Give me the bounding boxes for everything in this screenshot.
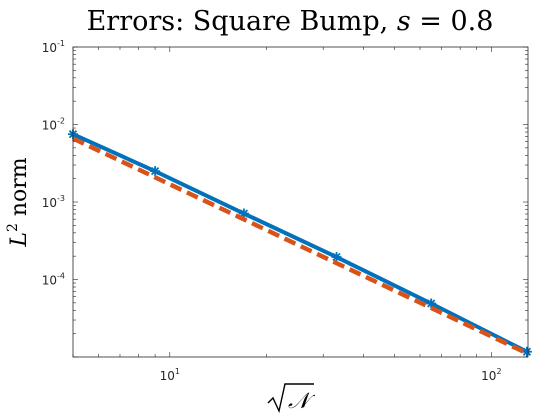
x-tick-label: 101 [160, 367, 180, 383]
y-tick-label: 10-1 [42, 39, 65, 55]
data-point [331, 252, 342, 263]
y-tick-label: 10-2 [42, 117, 65, 133]
plot-frame [72, 46, 529, 358]
y-axis-label: L2 norm [5, 157, 32, 247]
data-point [150, 166, 161, 177]
y-tick-label: 10-3 [42, 194, 65, 210]
data-point [521, 346, 532, 357]
y-tick-label: 10-4 [42, 272, 65, 288]
svg-text:𝒩: 𝒩 [288, 389, 316, 414]
data-point [426, 298, 437, 309]
plot-area [73, 47, 528, 357]
series-line-1 [72, 136, 528, 356]
chart-title: Errors: Square Bump, s = 0.8 [87, 6, 494, 37]
x-tick-label: 102 [481, 367, 501, 383]
axis-ticks: 101 102 10-4 10-3 10-2 10-1 [42, 39, 528, 383]
x-axis-label: 𝒩 [267, 383, 316, 414]
series-line-0 [72, 132, 528, 354]
